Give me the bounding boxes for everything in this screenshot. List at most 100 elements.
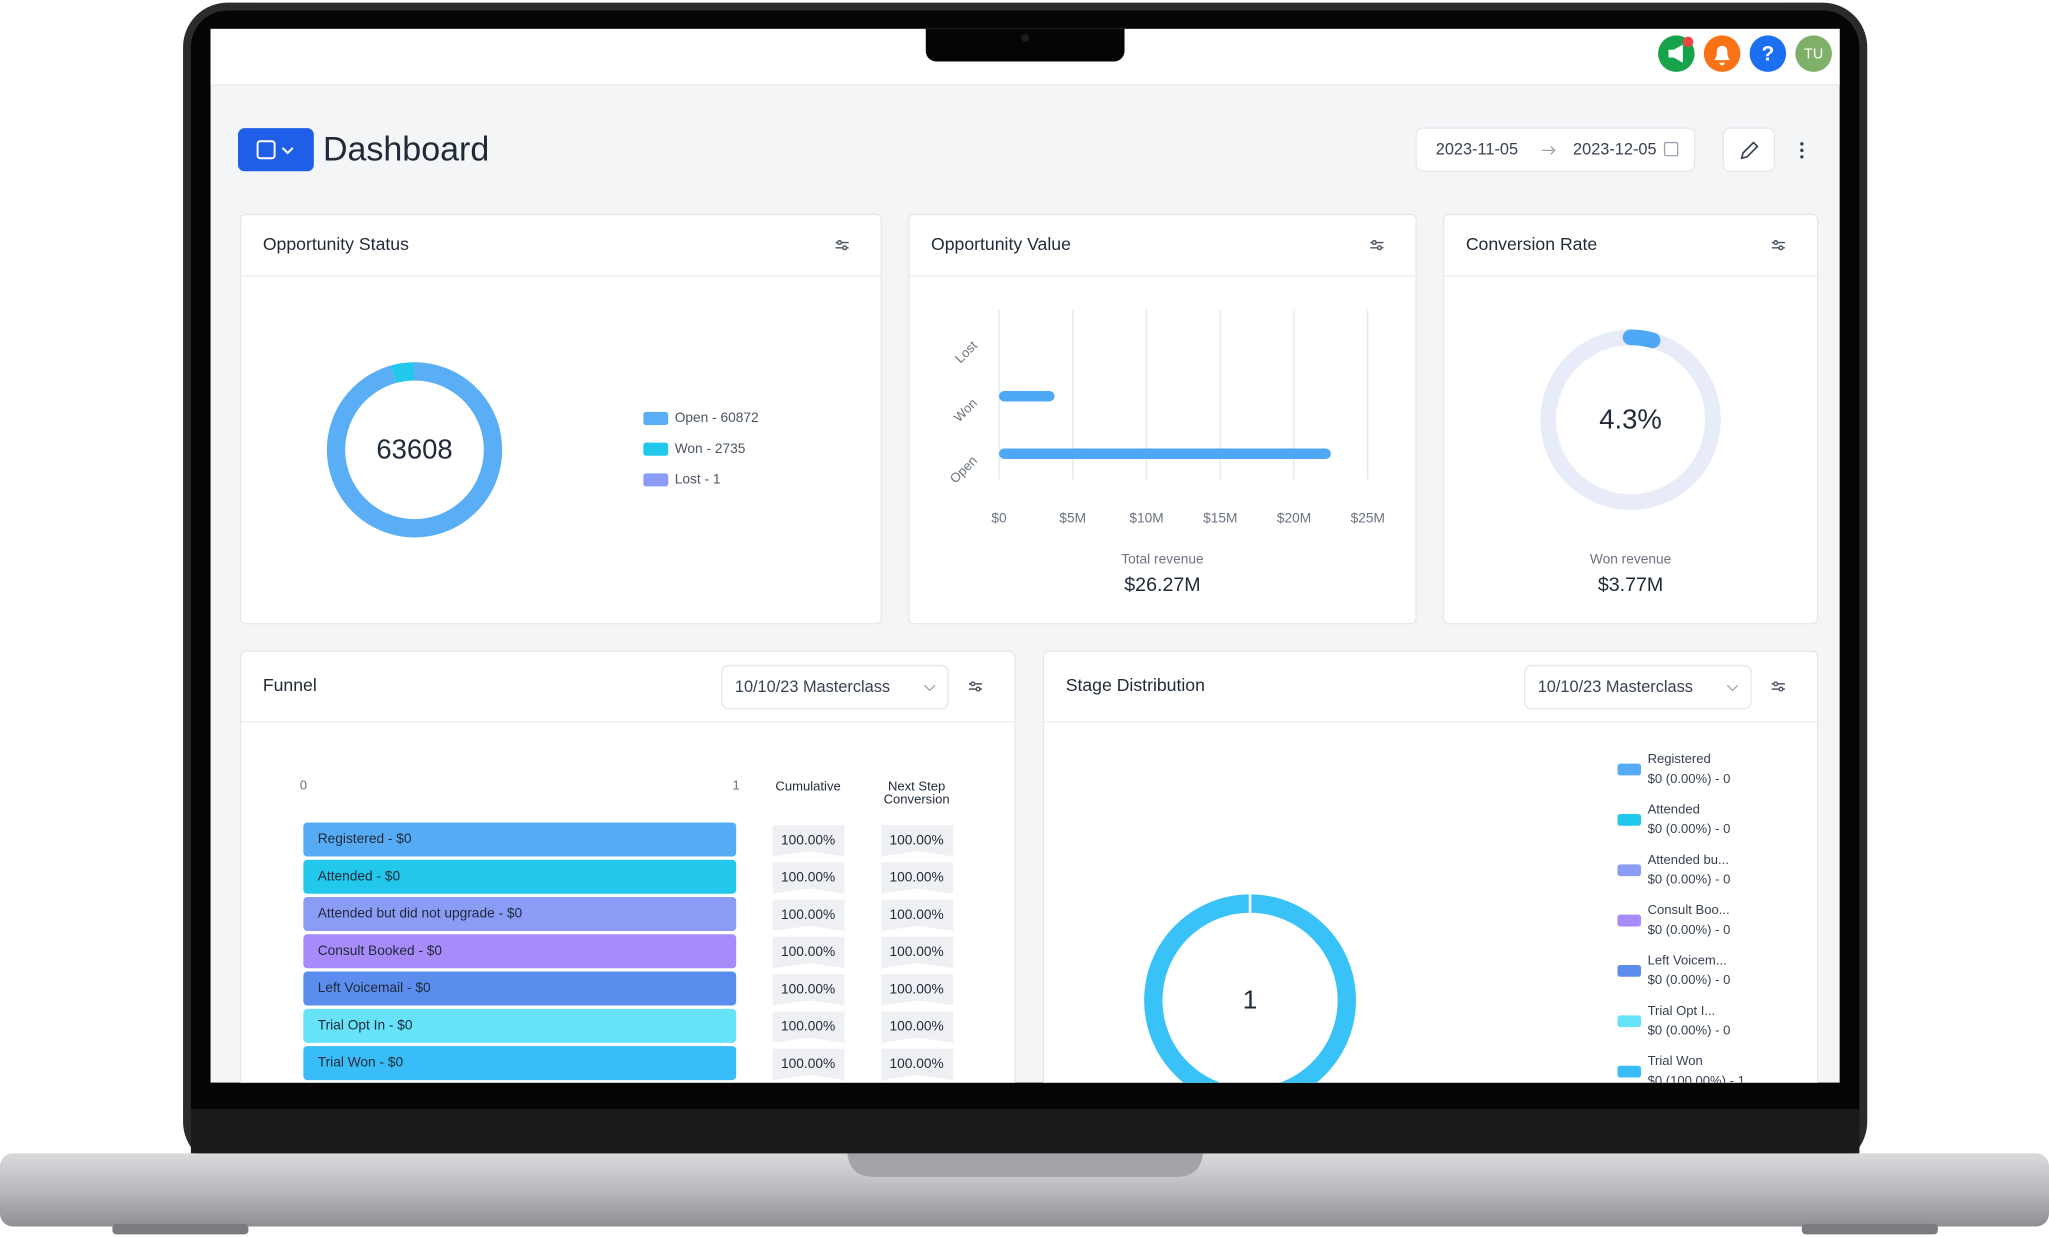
won-value: $3.77M — [1598, 574, 1663, 596]
cumulative: 100.00% — [781, 1056, 835, 1071]
x-tick-label: $15M — [1203, 511, 1237, 526]
bell — [1714, 45, 1730, 66]
x-tick-label: $5M — [1059, 511, 1086, 526]
chevron — [924, 684, 936, 692]
funnel-label: Attended but did not upgrade - $0 — [318, 906, 523, 921]
cell — [772, 1011, 845, 1043]
avatar[interactable] — [1795, 35, 1832, 72]
next-step: 100.00% — [890, 1056, 944, 1071]
card-settings[interactable] — [1771, 240, 1785, 251]
layout-glyph — [256, 140, 276, 160]
funnel-bar — [303, 822, 737, 857]
x-tick-label: $0 — [991, 511, 1007, 526]
layout-button[interactable] — [237, 128, 314, 172]
legend-swatch — [1617, 914, 1642, 927]
next-step: 100.00% — [890, 907, 944, 922]
x-tick-label: $25M — [1351, 511, 1385, 526]
legend-detail: $0 (0.00%) - 0 — [1648, 871, 1731, 886]
axis-label: 0 — [300, 777, 307, 792]
legend-detail: $0 (0.00%) - 0 — [1648, 922, 1731, 937]
card-settings[interactable] — [835, 240, 849, 251]
camera-notch — [925, 28, 1125, 62]
legend-swatch — [1617, 1015, 1642, 1028]
x-tick-label: $20M — [1277, 511, 1311, 526]
card — [908, 213, 1417, 625]
next-step: 100.00% — [890, 981, 944, 996]
next-step: 100.00% — [890, 1019, 944, 1034]
column-header: Next Step — [888, 779, 945, 794]
legend-name: Attended — [1648, 802, 1700, 817]
screen: ? TU Dashboard 2023-11-05 2023-12-05 Opp… — [210, 28, 1840, 1088]
cumulative: 100.00% — [781, 907, 835, 922]
notch-lip — [847, 1153, 1203, 1177]
card-settings[interactable] — [1370, 240, 1384, 251]
cell — [881, 1011, 954, 1043]
funnel-bar — [303, 934, 737, 969]
card-title: Conversion Rate — [1466, 234, 1598, 254]
cell — [881, 862, 954, 894]
legend-name: Trial Opt I... — [1648, 1003, 1716, 1018]
legend-name: Trial Won — [1648, 1053, 1703, 1068]
bar — [999, 390, 1055, 402]
dropdown-value: 10/10/23 Masterclass — [735, 678, 890, 696]
funnel-bar — [303, 1008, 737, 1043]
cell — [772, 1048, 845, 1081]
legend-label: Open - 60872 — [675, 410, 759, 425]
date-range[interactable] — [1415, 127, 1696, 172]
calendar-icon — [1663, 141, 1679, 157]
cumulative: 100.00% — [781, 981, 835, 996]
hinge — [190, 1108, 1860, 1154]
card-title: Opportunity Value — [931, 234, 1071, 254]
pencil — [1740, 141, 1759, 160]
legend-label: Won - 2735 — [675, 441, 746, 456]
dropdown[interactable] — [1524, 664, 1752, 710]
card-settings[interactable] — [968, 681, 983, 692]
legend-name: Left Voicem... — [1648, 953, 1727, 968]
more-menu[interactable] — [1800, 142, 1804, 159]
column-header: Conversion — [884, 792, 950, 807]
funnel-label: Registered - $0 — [318, 831, 412, 846]
card-settings[interactable] — [1771, 681, 1785, 692]
help-icon[interactable] — [1749, 35, 1787, 72]
funnel-label: Left Voicemail - $0 — [318, 980, 431, 995]
cell — [881, 974, 954, 1006]
legend-name: Registered — [1648, 751, 1711, 766]
cumulative: 100.00% — [781, 944, 835, 959]
legend-swatch — [1617, 1065, 1642, 1078]
legend-detail: $0 (100.00%) - 1 — [1648, 1073, 1745, 1088]
next-step: 100.00% — [890, 870, 944, 885]
cell — [772, 862, 845, 894]
gauge-label: 4.3% — [1599, 403, 1662, 434]
arrow — [1541, 145, 1556, 155]
badge — [1682, 36, 1694, 48]
funnel-bar — [303, 859, 737, 894]
funnel-label: Consult Booked - $0 — [318, 943, 443, 958]
date-end: 2023-12-05 — [1573, 141, 1657, 159]
donut-total: 63608 — [376, 433, 452, 464]
legend-detail: $0 (0.00%) - 0 — [1648, 1022, 1731, 1037]
edit-button[interactable] — [1722, 127, 1776, 172]
cell — [772, 825, 845, 857]
page-title: Dashboard — [323, 131, 489, 169]
foot — [112, 1223, 249, 1235]
x-tick-label: $10M — [1129, 511, 1163, 526]
total-value: $26.27M — [1124, 574, 1200, 596]
cell — [881, 825, 954, 857]
cell — [881, 936, 954, 969]
card-title: Stage Distribution — [1066, 675, 1205, 695]
legend-name: Attended bu... — [1648, 852, 1729, 867]
help-glyph: ? — [1761, 42, 1774, 65]
funnel-label: Attended - $0 — [318, 868, 401, 883]
chevron — [1726, 684, 1739, 692]
dropdown[interactable] — [721, 664, 949, 710]
avatar-initials: TU — [1804, 47, 1823, 63]
cell — [881, 899, 954, 932]
foot — [1801, 1223, 1938, 1235]
camera — [1021, 34, 1030, 42]
legend-detail: $0 (0.00%) - 0 — [1648, 821, 1731, 836]
next-step: 100.00% — [890, 832, 944, 847]
column-header: Cumulative — [775, 779, 840, 794]
megaphone — [1668, 44, 1683, 63]
cell — [772, 936, 845, 969]
legend-swatch — [1617, 864, 1642, 877]
